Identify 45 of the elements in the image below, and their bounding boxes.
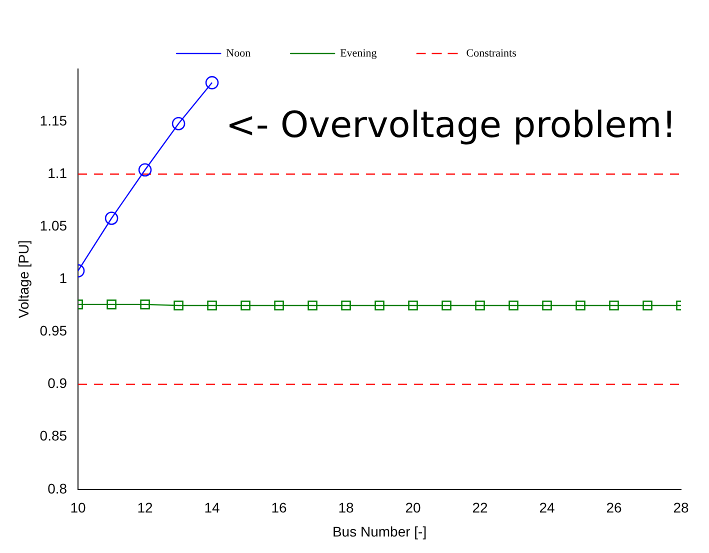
x-tick-label: 12 (137, 500, 154, 516)
point (576, 300, 586, 310)
legend-label: Constraints (466, 47, 516, 60)
point (205, 76, 219, 90)
point (240, 300, 250, 310)
x-tick-label: 28 (673, 500, 689, 516)
x-tick-label: 14 (204, 500, 220, 516)
legend-label: Evening (340, 47, 378, 60)
x-tick-label: 16 (271, 500, 288, 516)
point (174, 300, 184, 310)
x-tick-label: 24 (539, 500, 556, 516)
y-tick-label: 1.05 (40, 218, 68, 234)
point (408, 300, 418, 310)
y-axis-title: Voltage [PU] (15, 240, 32, 318)
x-axis-title: Bus Number [-] (332, 523, 427, 540)
point (207, 300, 217, 310)
x-tick-label: 10 (70, 500, 86, 516)
point (140, 300, 150, 310)
point (172, 117, 186, 130)
x-tick-label: 22 (472, 500, 488, 516)
point (106, 300, 116, 310)
y-tick-label: 1 (59, 270, 68, 286)
y-tick-label: 0.9 (48, 375, 68, 392)
y-tick-label: 0.8 (48, 480, 68, 496)
y-tick-label: 0.85 (40, 428, 68, 444)
point (475, 300, 485, 310)
annotation: <- Overvoltage problem! (226, 105, 676, 146)
x-tick-label: 18 (338, 500, 354, 516)
point (542, 300, 552, 310)
y-tick-label: 1.1 (48, 164, 68, 181)
point (104, 212, 118, 225)
x-tick-label: 20 (405, 500, 422, 516)
point (374, 300, 384, 310)
y-tick-label: 0.95 (40, 322, 68, 339)
legend-label: Noon (226, 47, 252, 60)
point (138, 163, 152, 177)
y-tick-label: 1.15 (40, 112, 68, 128)
x-tick-label: 26 (606, 500, 622, 516)
point (642, 300, 652, 310)
point (508, 300, 518, 310)
point (308, 300, 318, 310)
point (341, 300, 351, 310)
point (609, 300, 619, 310)
point (274, 300, 284, 310)
point (442, 300, 452, 310)
